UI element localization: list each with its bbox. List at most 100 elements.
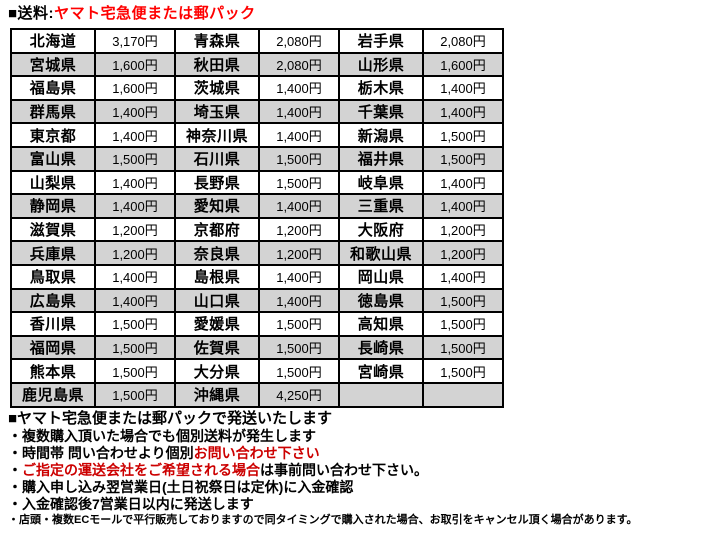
prefecture-cell: 滋賀県 — [10, 216, 96, 243]
price-cell: 1,200円 — [94, 216, 176, 243]
prefecture-cell: 栃木県 — [338, 75, 424, 101]
price-cell: 1,500円 — [94, 334, 176, 361]
notes-list: ・複数購入頂いた場合でも個別送料が発生します ・時間帯 問い合わせより個別お問い合… — [8, 428, 708, 528]
note-text: ・複数購入頂いた場合でも個別送料が発生します — [8, 428, 316, 444]
notes-section: ■ヤマト宅急便または郵パックで発送いたします ・複数購入頂いた場合でも個別送料が… — [8, 410, 708, 528]
shipping-fee-table: 北海道 3,170円 青森県 2,080円 岩手県 2,080円 宮城県 1,600円 秋田県 2… — [10, 28, 504, 408]
table-row: 北海道 3,170円 青森県 2,080円 岩手県 2,080円 — [10, 28, 504, 54]
prefecture-cell: 鳥取県 — [10, 263, 96, 290]
prefecture-cell: 奈良県 — [174, 240, 260, 266]
prefecture-cell: 福岡県 — [10, 334, 96, 361]
note-text: は事前問い合わせ下さい。 — [260, 462, 428, 478]
prefecture-cell: 富山県 — [10, 145, 96, 172]
note-text: ・店頭・複数ECモールで平行販売しておりますので同タイミングで購入された場合、お… — [8, 514, 638, 526]
title-shipping-method: ヤマト宅急便または郵パック — [54, 5, 256, 22]
price-cell: 1,400円 — [94, 263, 176, 290]
prefecture-cell: 茨城県 — [174, 75, 260, 101]
prefecture-cell: 山梨県 — [10, 169, 96, 196]
price-cell: 1,500円 — [94, 145, 176, 172]
table-row: 鳥取県 1,400円 島根県 1,400円 岡山県 1,400円 — [10, 263, 504, 290]
table-row: 熊本県 1,500円 大分県 1,500円 宮崎県 1,500円 — [10, 358, 504, 384]
price-cell: 2,080円 — [422, 28, 504, 54]
prefecture-cell: 福井県 — [338, 145, 424, 172]
prefecture-cell: 神奈川県 — [174, 122, 260, 148]
prefecture-cell: 和歌山県 — [338, 240, 424, 266]
price-cell: 2,080円 — [258, 28, 340, 54]
note-line: ・ご指定の運送会社をご希望される場合は事前問い合わせ下さい。 — [8, 462, 708, 479]
price-cell: 1,400円 — [422, 263, 504, 290]
prefecture-cell: 宮城県 — [10, 51, 96, 78]
price-cell: 1,500円 — [94, 381, 176, 408]
price-cell: 1,500円 — [94, 311, 176, 337]
prefecture-cell: 千葉県 — [338, 98, 424, 125]
prefecture-cell: 山口県 — [174, 287, 260, 314]
table-row: 鹿児島県 1,500円 沖縄県 4,250円 — [10, 381, 504, 408]
table-row: 山梨県 1,400円 長野県 1,500円 岐阜県 1,400円 — [10, 169, 504, 196]
price-cell: 1,400円 — [94, 193, 176, 219]
price-cell: 1,500円 — [258, 169, 340, 196]
table-row: 東京都 1,400円 神奈川県 1,400円 新潟県 1,500円 — [10, 122, 504, 148]
price-cell: 1,400円 — [422, 169, 504, 196]
table-row: 群馬県 1,400円 埼玉県 1,400円 千葉県 1,400円 — [10, 98, 504, 125]
price-cell: 1,400円 — [258, 263, 340, 290]
price-cell: 1,500円 — [422, 334, 504, 361]
table-row: 福岡県 1,500円 佐賀県 1,500円 長崎県 1,500円 — [10, 334, 504, 361]
price-cell: 1,200円 — [422, 216, 504, 243]
table-row: 静岡県 1,400円 愛知県 1,400円 三重県 1,400円 — [10, 193, 504, 219]
prefecture-cell: 埼玉県 — [174, 98, 260, 125]
prefecture-cell: 北海道 — [10, 28, 96, 54]
price-cell: 1,500円 — [422, 358, 504, 384]
prefecture-cell: 青森県 — [174, 28, 260, 54]
price-cell — [422, 381, 504, 408]
prefecture-cell: 石川県 — [174, 145, 260, 172]
price-cell: 1,600円 — [422, 51, 504, 78]
prefecture-cell: 香川県 — [10, 311, 96, 337]
price-cell: 1,400円 — [258, 193, 340, 219]
prefecture-cell: 静岡県 — [10, 193, 96, 219]
note-text-red: ご指定の運送会社をご希望される場合 — [22, 462, 260, 478]
table-row: 宮城県 1,600円 秋田県 2,080円 山形県 1,600円 — [10, 51, 504, 78]
notes-heading: ■ヤマト宅急便または郵パックで発送いたします — [8, 410, 333, 427]
price-cell: 1,500円 — [258, 334, 340, 361]
prefecture-cell: 長崎県 — [338, 334, 424, 361]
price-cell: 1,200円 — [258, 240, 340, 266]
note-line: ・購入申し込み翌営業日(土日祝祭日は定休)に入金確認 — [8, 479, 708, 496]
prefecture-cell: 沖縄県 — [174, 381, 260, 408]
prefecture-cell: 宮崎県 — [338, 358, 424, 384]
price-cell: 1,400円 — [94, 122, 176, 148]
prefecture-cell: 群馬県 — [10, 98, 96, 125]
price-cell: 1,500円 — [258, 311, 340, 337]
prefecture-cell: 島根県 — [174, 263, 260, 290]
table-row: 兵庫県 1,200円 奈良県 1,200円 和歌山県 1,200円 — [10, 240, 504, 266]
prefecture-cell: 徳島県 — [338, 287, 424, 314]
price-cell: 4,250円 — [258, 381, 340, 408]
note-text: ・時間帯 問い合わせより個別 — [8, 445, 194, 461]
price-cell: 1,500円 — [258, 145, 340, 172]
prefecture-cell: 新潟県 — [338, 122, 424, 148]
prefecture-cell: 福島県 — [10, 75, 96, 101]
prefecture-cell: 鹿児島県 — [10, 381, 96, 408]
price-cell: 1,200円 — [422, 240, 504, 266]
price-cell: 2,080円 — [258, 51, 340, 78]
prefecture-cell: 岐阜県 — [338, 169, 424, 196]
price-cell: 1,400円 — [94, 98, 176, 125]
prefecture-cell: 長野県 — [174, 169, 260, 196]
table-row: 滋賀県 1,200円 京都府 1,200円 大阪府 1,200円 — [10, 216, 504, 243]
price-cell: 1,400円 — [422, 98, 504, 125]
price-cell: 1,500円 — [422, 145, 504, 172]
price-cell: 1,600円 — [94, 51, 176, 78]
price-cell: 1,400円 — [258, 98, 340, 125]
prefecture-cell: 佐賀県 — [174, 334, 260, 361]
note-text: ・購入申し込み翌営業日(土日祝祭日は定休)に入金確認 — [8, 479, 354, 495]
table-row: 福島県 1,600円 茨城県 1,400円 栃木県 1,400円 — [10, 75, 504, 101]
prefecture-cell: 京都府 — [174, 216, 260, 243]
prefecture-cell: 熊本県 — [10, 358, 96, 384]
prefecture-cell: 秋田県 — [174, 51, 260, 78]
note-text: ・入金確認後7営業日以内に発送します — [8, 496, 254, 512]
note-text: ・ — [8, 462, 22, 478]
page-title: ■送料:ヤマト宅急便または郵パック — [8, 2, 256, 23]
prefecture-cell: 山形県 — [338, 51, 424, 78]
price-cell: 1,400円 — [258, 122, 340, 148]
price-cell: 1,500円 — [422, 287, 504, 314]
